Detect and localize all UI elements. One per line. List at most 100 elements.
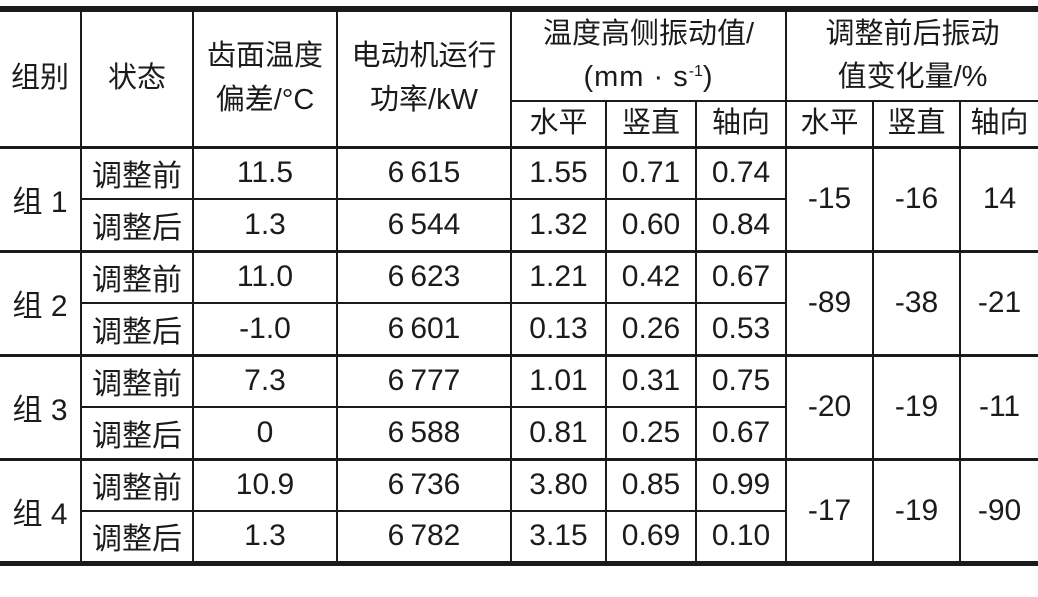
vib-vertical-cell: 0.25 (605, 406, 697, 460)
temp-cell: 10.9 (192, 457, 338, 512)
power-cell: 6 615 (336, 145, 512, 200)
change-vertical-cell: -16 (872, 145, 962, 252)
vib-axial-cell: 0.84 (694, 198, 788, 252)
unit-suffix: ) (702, 61, 714, 93)
change-axial-cell: 14 (959, 145, 1038, 252)
vib-axial-cell: 0.53 (694, 302, 788, 356)
vib-horizontal-cell: 0.13 (510, 302, 607, 356)
change-vertical-cell: -19 (872, 353, 962, 460)
change-axial-cell: -90 (959, 457, 1038, 564)
vib-horizontal-cell: 3.15 (510, 510, 607, 564)
header-power-line2: 功率/kW (370, 83, 478, 116)
subheader-change-axial: 轴向 (959, 100, 1038, 148)
change-horizontal-cell: -89 (785, 249, 875, 356)
subheader-vib-horizontal: 水平 (510, 100, 607, 148)
vib-axial-cell: 0.99 (694, 457, 788, 512)
vib-vertical-cell: 0.26 (605, 302, 697, 356)
table-header: 组别 状态 齿面温度 偏差/°C 电动机运行 功率/kW 温度高侧振动值/ (m… (0, 8, 1038, 148)
header-change-col: 调整前后振动 值变化量/% (785, 8, 1038, 102)
subheader-vib-axial: 轴向 (694, 100, 788, 148)
table-row-group2-before: 组 2 调整前 11.0 6 623 1.21 0.42 0.67 -89 -3… (0, 249, 1038, 356)
vib-vertical-cell: 0.60 (605, 198, 697, 252)
vib-horizontal-cell: 1.21 (510, 249, 607, 304)
vib-axial-cell: 0.67 (694, 249, 788, 304)
subheader-change-horizontal: 水平 (785, 100, 875, 148)
power-cell: 6 777 (336, 353, 512, 408)
table-row-group1-after: 调整后 1.3 6 544 1.32 0.60 0.84 (0, 198, 1038, 252)
vib-horizontal-cell: 1.01 (510, 353, 607, 408)
power-cell: 6 782 (336, 510, 512, 564)
power-cell: 6 588 (336, 406, 512, 460)
subheader-vib-vertical: 竖直 (605, 100, 697, 148)
header-change-line2: 值变化量/% (837, 61, 988, 93)
group-label-cell: 组 3 (0, 353, 82, 460)
table-row-group3-before: 组 3 调整前 7.3 6 777 1.01 0.31 0.75 -20 -19… (0, 353, 1038, 460)
status-cell: 调整后 (80, 302, 194, 356)
vib-axial-cell: 0.10 (694, 510, 788, 564)
vib-vertical-cell: 0.85 (605, 457, 697, 512)
change-axial-cell: -11 (959, 353, 1038, 460)
header-power-col: 电动机运行 功率/kW (336, 8, 512, 148)
change-horizontal-cell: -15 (785, 145, 875, 252)
unit-prefix: (mm · s (583, 61, 689, 93)
table-row-group2-after: 调整后 -1.0 6 601 0.13 0.26 0.53 (0, 302, 1038, 356)
group-label-cell: 组 2 (0, 249, 82, 356)
change-vertical-cell: -38 (872, 249, 962, 356)
vib-axial-cell: 0.75 (694, 353, 788, 408)
vib-axial-cell: 0.67 (694, 406, 788, 460)
temp-cell: 7.3 (192, 353, 338, 408)
header-row-2: 水平 竖直 轴向 水平 竖直 轴向 (0, 100, 1038, 148)
temp-cell: 1.3 (192, 198, 338, 252)
group-label-cell: 组 4 (0, 457, 82, 564)
temp-cell: 0 (192, 406, 338, 460)
status-cell: 调整前 (80, 353, 194, 408)
power-cell: 6 736 (336, 457, 512, 512)
unit-superscript: -1 (688, 63, 703, 81)
change-horizontal-cell: -20 (785, 353, 875, 460)
vib-horizontal-cell: 1.55 (510, 145, 607, 200)
temp-cell: -1.0 (192, 302, 338, 356)
header-group-col: 组别 (0, 8, 82, 148)
results-table: 组别 状态 齿面温度 偏差/°C 电动机运行 功率/kW 温度高侧振动值/ (m… (0, 6, 1038, 566)
table-body: 组 1 调整前 11.5 6 615 1.55 0.71 0.74 -15 -1… (0, 145, 1038, 564)
power-cell: 6 623 (336, 249, 512, 304)
status-cell: 调整后 (80, 198, 194, 252)
header-vibration-col: 温度高侧振动值/ (mm · s-1) (509, 8, 788, 102)
status-cell: 调整后 (80, 510, 194, 564)
group-label-cell: 组 1 (0, 145, 82, 252)
header-vibration-unit: (mm · s-1) (583, 61, 713, 93)
vib-horizontal-cell: 0.81 (510, 406, 607, 460)
change-axial-cell: -21 (959, 249, 1038, 356)
header-change-line1: 调整前后振动 (825, 17, 1000, 50)
vib-vertical-cell: 0.69 (605, 510, 697, 564)
table-row-group4-before: 组 4 调整前 10.9 6 736 3.80 0.85 0.99 -17 -1… (0, 457, 1038, 564)
header-power-line1: 电动机运行 (351, 40, 497, 73)
status-cell: 调整后 (80, 406, 194, 460)
table-row-group3-after: 调整后 0 6 588 0.81 0.25 0.67 (0, 406, 1038, 460)
vib-vertical-cell: 0.31 (605, 353, 697, 408)
temp-cell: 11.0 (192, 249, 338, 304)
vib-vertical-cell: 0.71 (605, 145, 697, 200)
header-temp-line2: 偏差/°C (215, 83, 315, 116)
status-cell: 调整前 (80, 145, 194, 200)
status-cell: 调整前 (80, 457, 194, 512)
vib-horizontal-cell: 1.32 (510, 198, 607, 252)
temp-cell: 11.5 (192, 145, 338, 200)
change-vertical-cell: -19 (872, 457, 962, 564)
vib-axial-cell: 0.74 (694, 145, 788, 200)
table-row-group1-before: 组 1 调整前 11.5 6 615 1.55 0.71 0.74 -15 -1… (0, 145, 1038, 252)
header-temp-col: 齿面温度 偏差/°C (192, 8, 338, 148)
vib-vertical-cell: 0.42 (605, 249, 697, 304)
header-vibration-title: 温度高侧振动值/ (542, 17, 755, 50)
header-status-col: 状态 (80, 8, 194, 148)
table-row-group4-after: 调整后 1.3 6 782 3.15 0.69 0.10 (0, 510, 1038, 564)
header-temp-line1: 齿面温度 (206, 40, 323, 73)
vib-horizontal-cell: 3.80 (510, 457, 607, 512)
subheader-change-vertical: 竖直 (872, 100, 962, 148)
power-cell: 6 601 (336, 302, 512, 356)
change-horizontal-cell: -17 (785, 457, 875, 564)
power-cell: 6 544 (336, 198, 512, 252)
temp-cell: 1.3 (192, 510, 338, 564)
status-cell: 调整前 (80, 249, 194, 304)
header-row-1: 组别 状态 齿面温度 偏差/°C 电动机运行 功率/kW 温度高侧振动值/ (m… (0, 8, 1038, 148)
